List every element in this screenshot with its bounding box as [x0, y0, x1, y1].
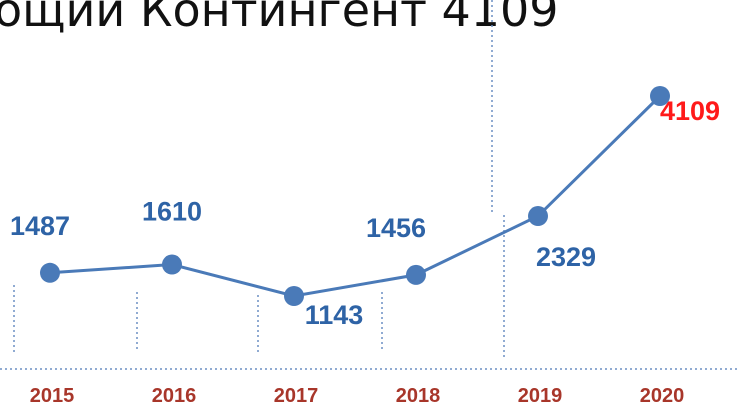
x-tick-label: 2015	[30, 385, 75, 407]
x-tick-label: 2020	[640, 385, 685, 407]
value-label: 1456	[366, 213, 426, 243]
value-label: 1610	[142, 197, 202, 227]
point	[40, 262, 60, 283]
value-label: 1143	[305, 300, 364, 330]
value-label: 4109	[660, 96, 720, 126]
guides	[0, 0, 738, 370]
x-tick-label: 2016	[152, 385, 197, 407]
x-tick-label: 2019	[518, 385, 563, 407]
x-tick-label: 2018	[396, 385, 441, 407]
line	[49, 94, 662, 298]
point	[528, 206, 548, 227]
x-tick-label: 2017	[274, 385, 319, 407]
chart-title: ощий Контингент 4109	[0, 0, 559, 37]
point	[162, 254, 182, 275]
value-label: 2329	[536, 242, 596, 272]
value-label: 1487	[10, 211, 70, 241]
point	[650, 86, 670, 106]
point	[284, 286, 304, 306]
point	[406, 264, 426, 285]
